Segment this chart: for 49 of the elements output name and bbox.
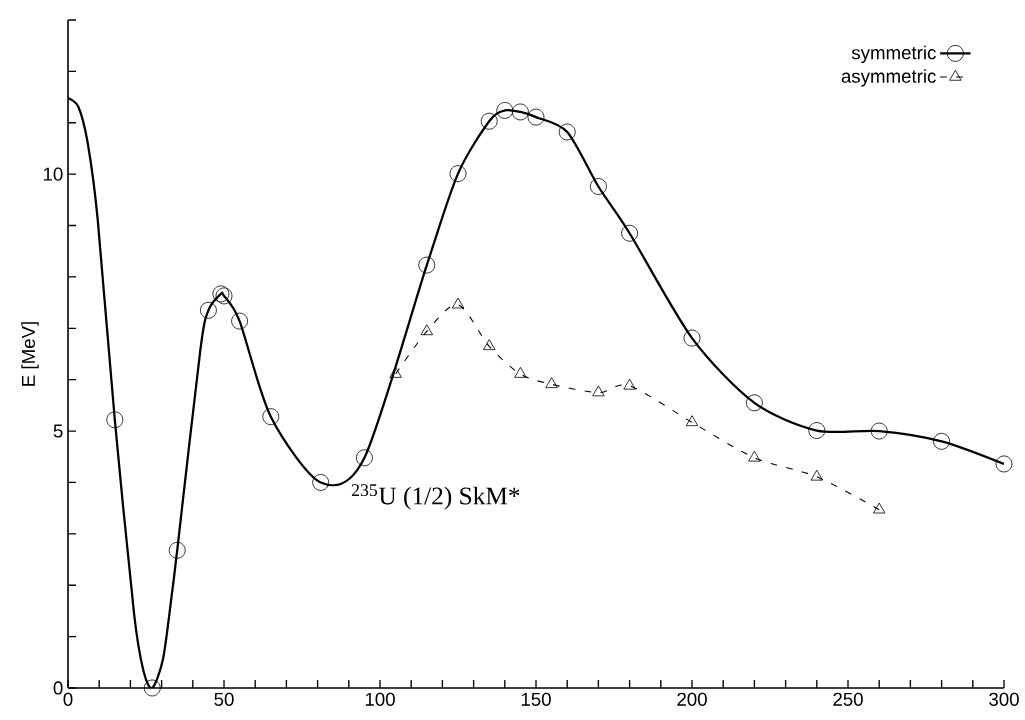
point	[106, 411, 124, 429]
point	[527, 108, 545, 126]
point	[420, 324, 433, 336]
point	[558, 123, 576, 141]
legend-label: asymmetric	[841, 69, 936, 87]
x-tick-label: 0	[63, 692, 73, 706]
point	[621, 224, 638, 242]
point	[262, 408, 280, 426]
point	[356, 449, 373, 467]
point	[683, 329, 701, 347]
y-tick-label: 10	[43, 167, 63, 181]
point	[389, 366, 402, 378]
point	[592, 385, 605, 397]
x-tick-label: 300	[989, 692, 1019, 706]
point	[808, 422, 826, 439]
point	[873, 502, 886, 514]
point	[418, 256, 436, 274]
y-tick-label: 5	[53, 424, 63, 438]
point	[748, 450, 761, 462]
legend-label: symmetric	[851, 45, 936, 64]
x-tick-label: 50	[214, 692, 234, 706]
point	[623, 378, 636, 390]
point	[685, 415, 699, 427]
point	[200, 301, 217, 319]
y-axis-title: E [MeV]	[21, 322, 39, 386]
point	[143, 679, 161, 697]
point	[995, 455, 1013, 473]
y-tick-label: 0	[53, 681, 63, 695]
point	[483, 339, 496, 351]
x-tick-label: 250	[833, 692, 863, 706]
annotation: $^{235}$U (1/2) SkM*	[351, 484, 520, 510]
point	[451, 297, 465, 309]
point	[312, 474, 330, 491]
point	[449, 165, 467, 183]
point	[810, 469, 823, 481]
x-tick-label: 150	[521, 692, 551, 706]
point	[512, 103, 529, 121]
point	[870, 422, 888, 440]
point	[480, 112, 498, 130]
x-tick-label: 100	[365, 692, 395, 706]
point	[496, 102, 514, 119]
point	[168, 541, 186, 559]
point	[231, 312, 249, 330]
point	[514, 366, 527, 378]
point	[545, 377, 558, 389]
point	[590, 178, 607, 195]
point	[746, 394, 763, 412]
x-tick-label: 200	[677, 692, 707, 706]
point	[933, 432, 950, 450]
